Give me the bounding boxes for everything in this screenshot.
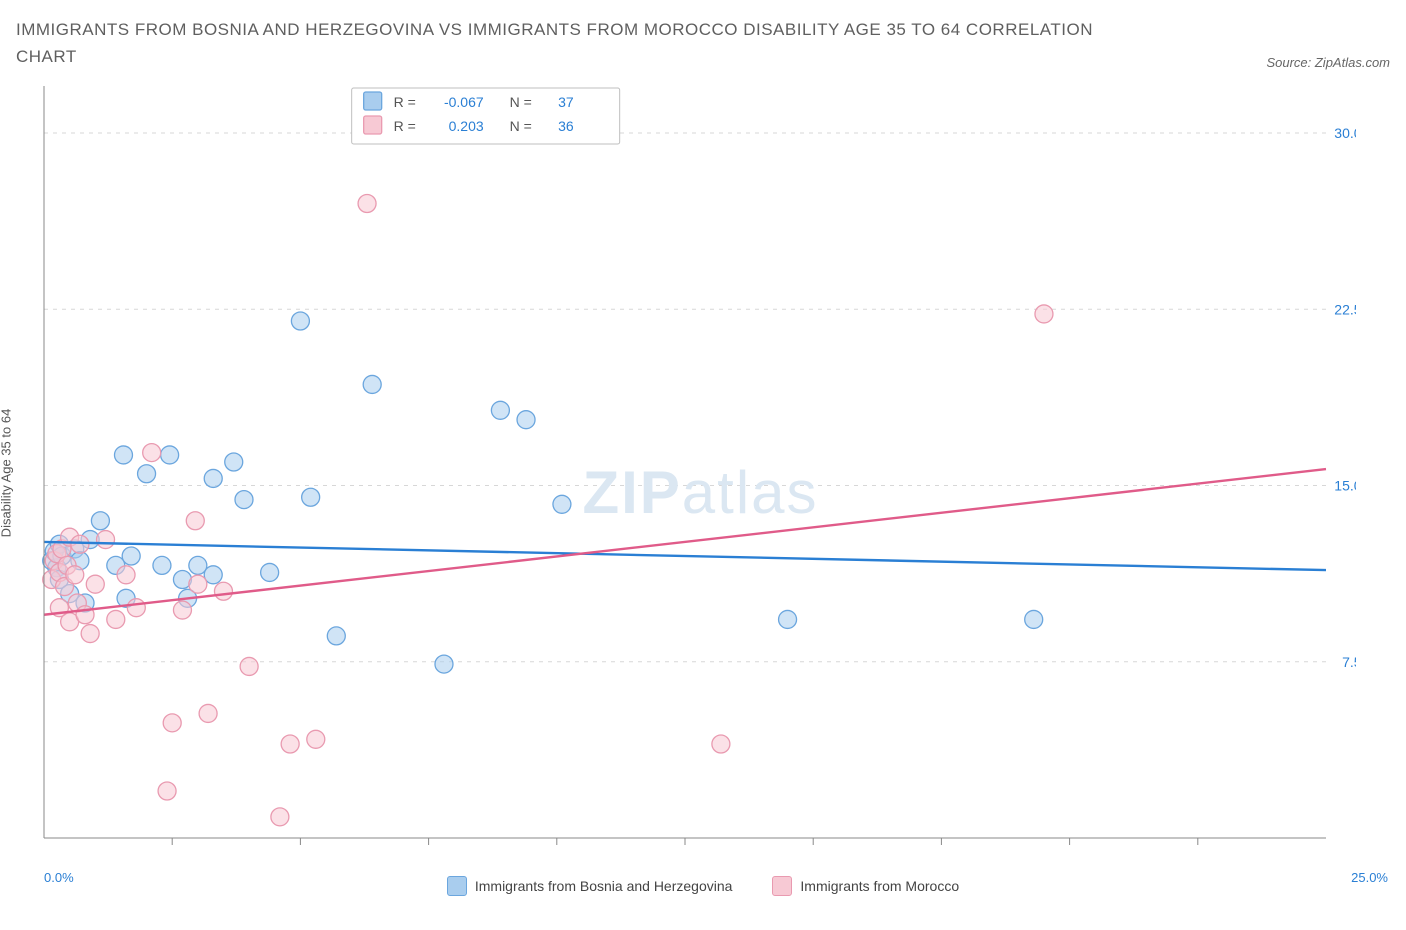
svg-text:-0.067: -0.067 — [444, 94, 484, 110]
chart-area: Disability Age 35 to 64 ZIPatlas 7.5%15.… — [16, 78, 1390, 868]
svg-text:R =: R = — [394, 118, 416, 134]
svg-text:N =: N = — [510, 94, 532, 110]
header: IMMIGRANTS FROM BOSNIA AND HERZEGOVINA V… — [16, 16, 1390, 70]
svg-text:N =: N = — [510, 118, 532, 134]
legend-label-morocco: Immigrants from Morocco — [800, 878, 959, 894]
legend-swatch-morocco — [772, 876, 792, 896]
legend-item-bosnia: Immigrants from Bosnia and Herzegovina — [447, 876, 733, 896]
svg-text:15.0%: 15.0% — [1334, 478, 1356, 494]
legend-item-morocco: Immigrants from Morocco — [772, 876, 959, 896]
legend-swatch-bosnia — [447, 876, 467, 896]
svg-text:37: 37 — [558, 94, 574, 110]
svg-text:36: 36 — [558, 118, 574, 134]
scatter-chart: 7.5% 15.0% 22.5% 30.0% R = -0.067 N = 37 R = 0.20… — [16, 78, 1356, 868]
svg-text:0.203: 0.203 — [449, 118, 484, 134]
bottom-legend: Immigrants from Bosnia and Herzegovina I… — [16, 876, 1390, 896]
source-label: Source: ZipAtlas.com — [1266, 55, 1390, 70]
svg-text:R =: R = — [394, 94, 416, 110]
y-axis-label: Disability Age 35 to 64 — [0, 409, 14, 538]
legend-label-bosnia: Immigrants from Bosnia and Herzegovina — [475, 878, 733, 894]
chart-title: IMMIGRANTS FROM BOSNIA AND HERZEGOVINA V… — [16, 16, 1116, 70]
svg-text:22.5%: 22.5% — [1334, 302, 1356, 318]
svg-text:7.5%: 7.5% — [1342, 654, 1356, 670]
svg-text:30.0%: 30.0% — [1334, 125, 1356, 141]
